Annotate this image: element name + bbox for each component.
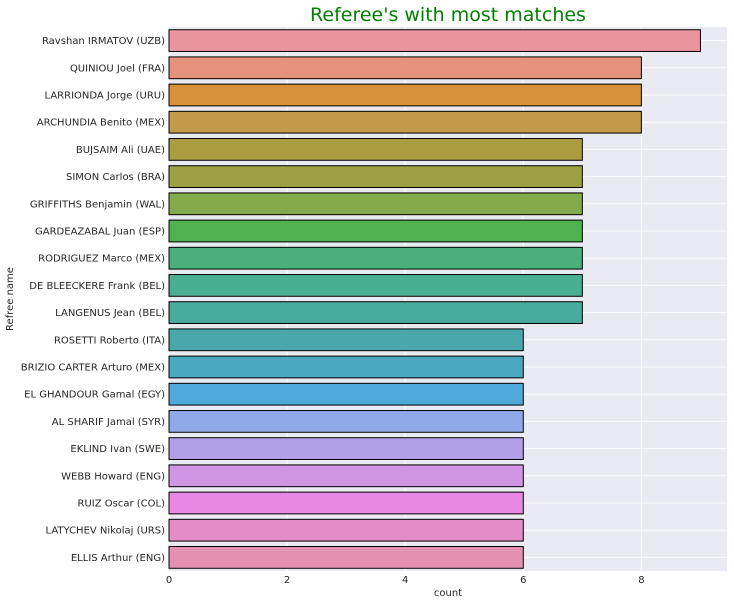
bar — [168, 464, 524, 488]
x-tick-label: 4 — [402, 575, 408, 586]
bar — [168, 382, 524, 406]
y-tick-label: ROSETTI Roberto (ITA) — [54, 335, 165, 346]
x-tick-labels: 0 2 4 6 8 — [166, 575, 645, 586]
bar — [168, 56, 642, 80]
x-axis-label: count — [434, 588, 462, 599]
x-tick-label: 8 — [638, 575, 644, 586]
x-tick-label: 0 — [166, 575, 172, 586]
bar — [168, 246, 583, 270]
bar — [168, 437, 524, 460]
y-tick-label: LATYCHEV Nikolaj (URS) — [46, 526, 166, 537]
bar — [168, 518, 524, 542]
y-tick-label: BUJSAIM Ali (UAE) — [76, 145, 165, 156]
bar — [168, 165, 583, 188]
y-tick-label: DE BLEECKERE Frank (BEL) — [29, 281, 165, 292]
y-tick-label: EKLIND Ivan (SWE) — [70, 444, 165, 455]
y-tick-label: Ravshan IRMATOV (UZB) — [42, 36, 165, 47]
chart-title: Referee's with most matches — [310, 4, 586, 26]
bar — [168, 192, 583, 216]
y-tick-label: WEBB Howard (ENG) — [61, 471, 165, 482]
x-tick-label: 2 — [284, 575, 290, 586]
bars — [168, 29, 701, 569]
y-tick-label: SIMON Carlos (BRA) — [66, 172, 165, 183]
bar — [168, 29, 701, 52]
y-tick-label: AL SHARIF Jamal (SYR) — [52, 417, 165, 428]
bar — [168, 355, 524, 379]
y-tick-label: BRIZIO CARTER Arturo (MEX) — [21, 363, 165, 374]
y-tick-label: EL GHANDOUR Gamal (EGY) — [24, 390, 165, 401]
bar — [168, 301, 583, 324]
y-tick-label: ARCHUNDIA Benito (MEX) — [37, 118, 165, 129]
bar — [168, 546, 524, 569]
bar — [168, 410, 524, 433]
bar — [168, 274, 583, 297]
y-tick-label: QUINIOU Joel (FRA) — [70, 63, 165, 74]
plot-background — [169, 27, 727, 571]
bar — [168, 83, 642, 107]
y-tick-label: LARRIONDA Jorge (URU) — [45, 91, 166, 102]
y-tick-label: GRIFFITHS Benjamin (WAL) — [30, 199, 165, 210]
bar — [168, 138, 583, 161]
y-tick-label: GARDEAZABAL Juan (ESP) — [35, 227, 165, 238]
y-tick-label: ELLIS Arthur (ENG) — [71, 553, 165, 564]
bar — [168, 219, 583, 243]
y-tick-label: LANGENUS Jean (BEL) — [55, 308, 165, 319]
bar — [168, 491, 524, 515]
y-tick-label: RUIZ Oscar (COL) — [78, 499, 166, 510]
y-tick-labels: Ravshan IRMATOV (UZB) QUINIOU Joel (FRA) L… — [21, 36, 165, 564]
bar — [168, 328, 524, 352]
bar — [168, 110, 642, 134]
x-tick-label: 6 — [520, 575, 526, 586]
y-axis-label: Refree name — [5, 267, 16, 331]
y-tick-label: RODRIGUEZ Marco (MEX) — [38, 254, 165, 265]
